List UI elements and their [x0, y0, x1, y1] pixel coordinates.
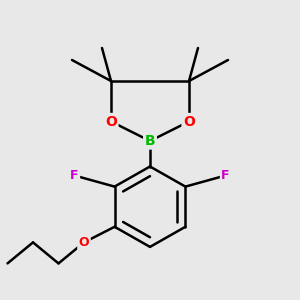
- Text: O: O: [105, 115, 117, 128]
- Text: F: F: [70, 169, 79, 182]
- Text: O: O: [79, 236, 89, 249]
- Text: O: O: [183, 115, 195, 128]
- Text: F: F: [221, 169, 230, 182]
- Text: B: B: [145, 134, 155, 148]
